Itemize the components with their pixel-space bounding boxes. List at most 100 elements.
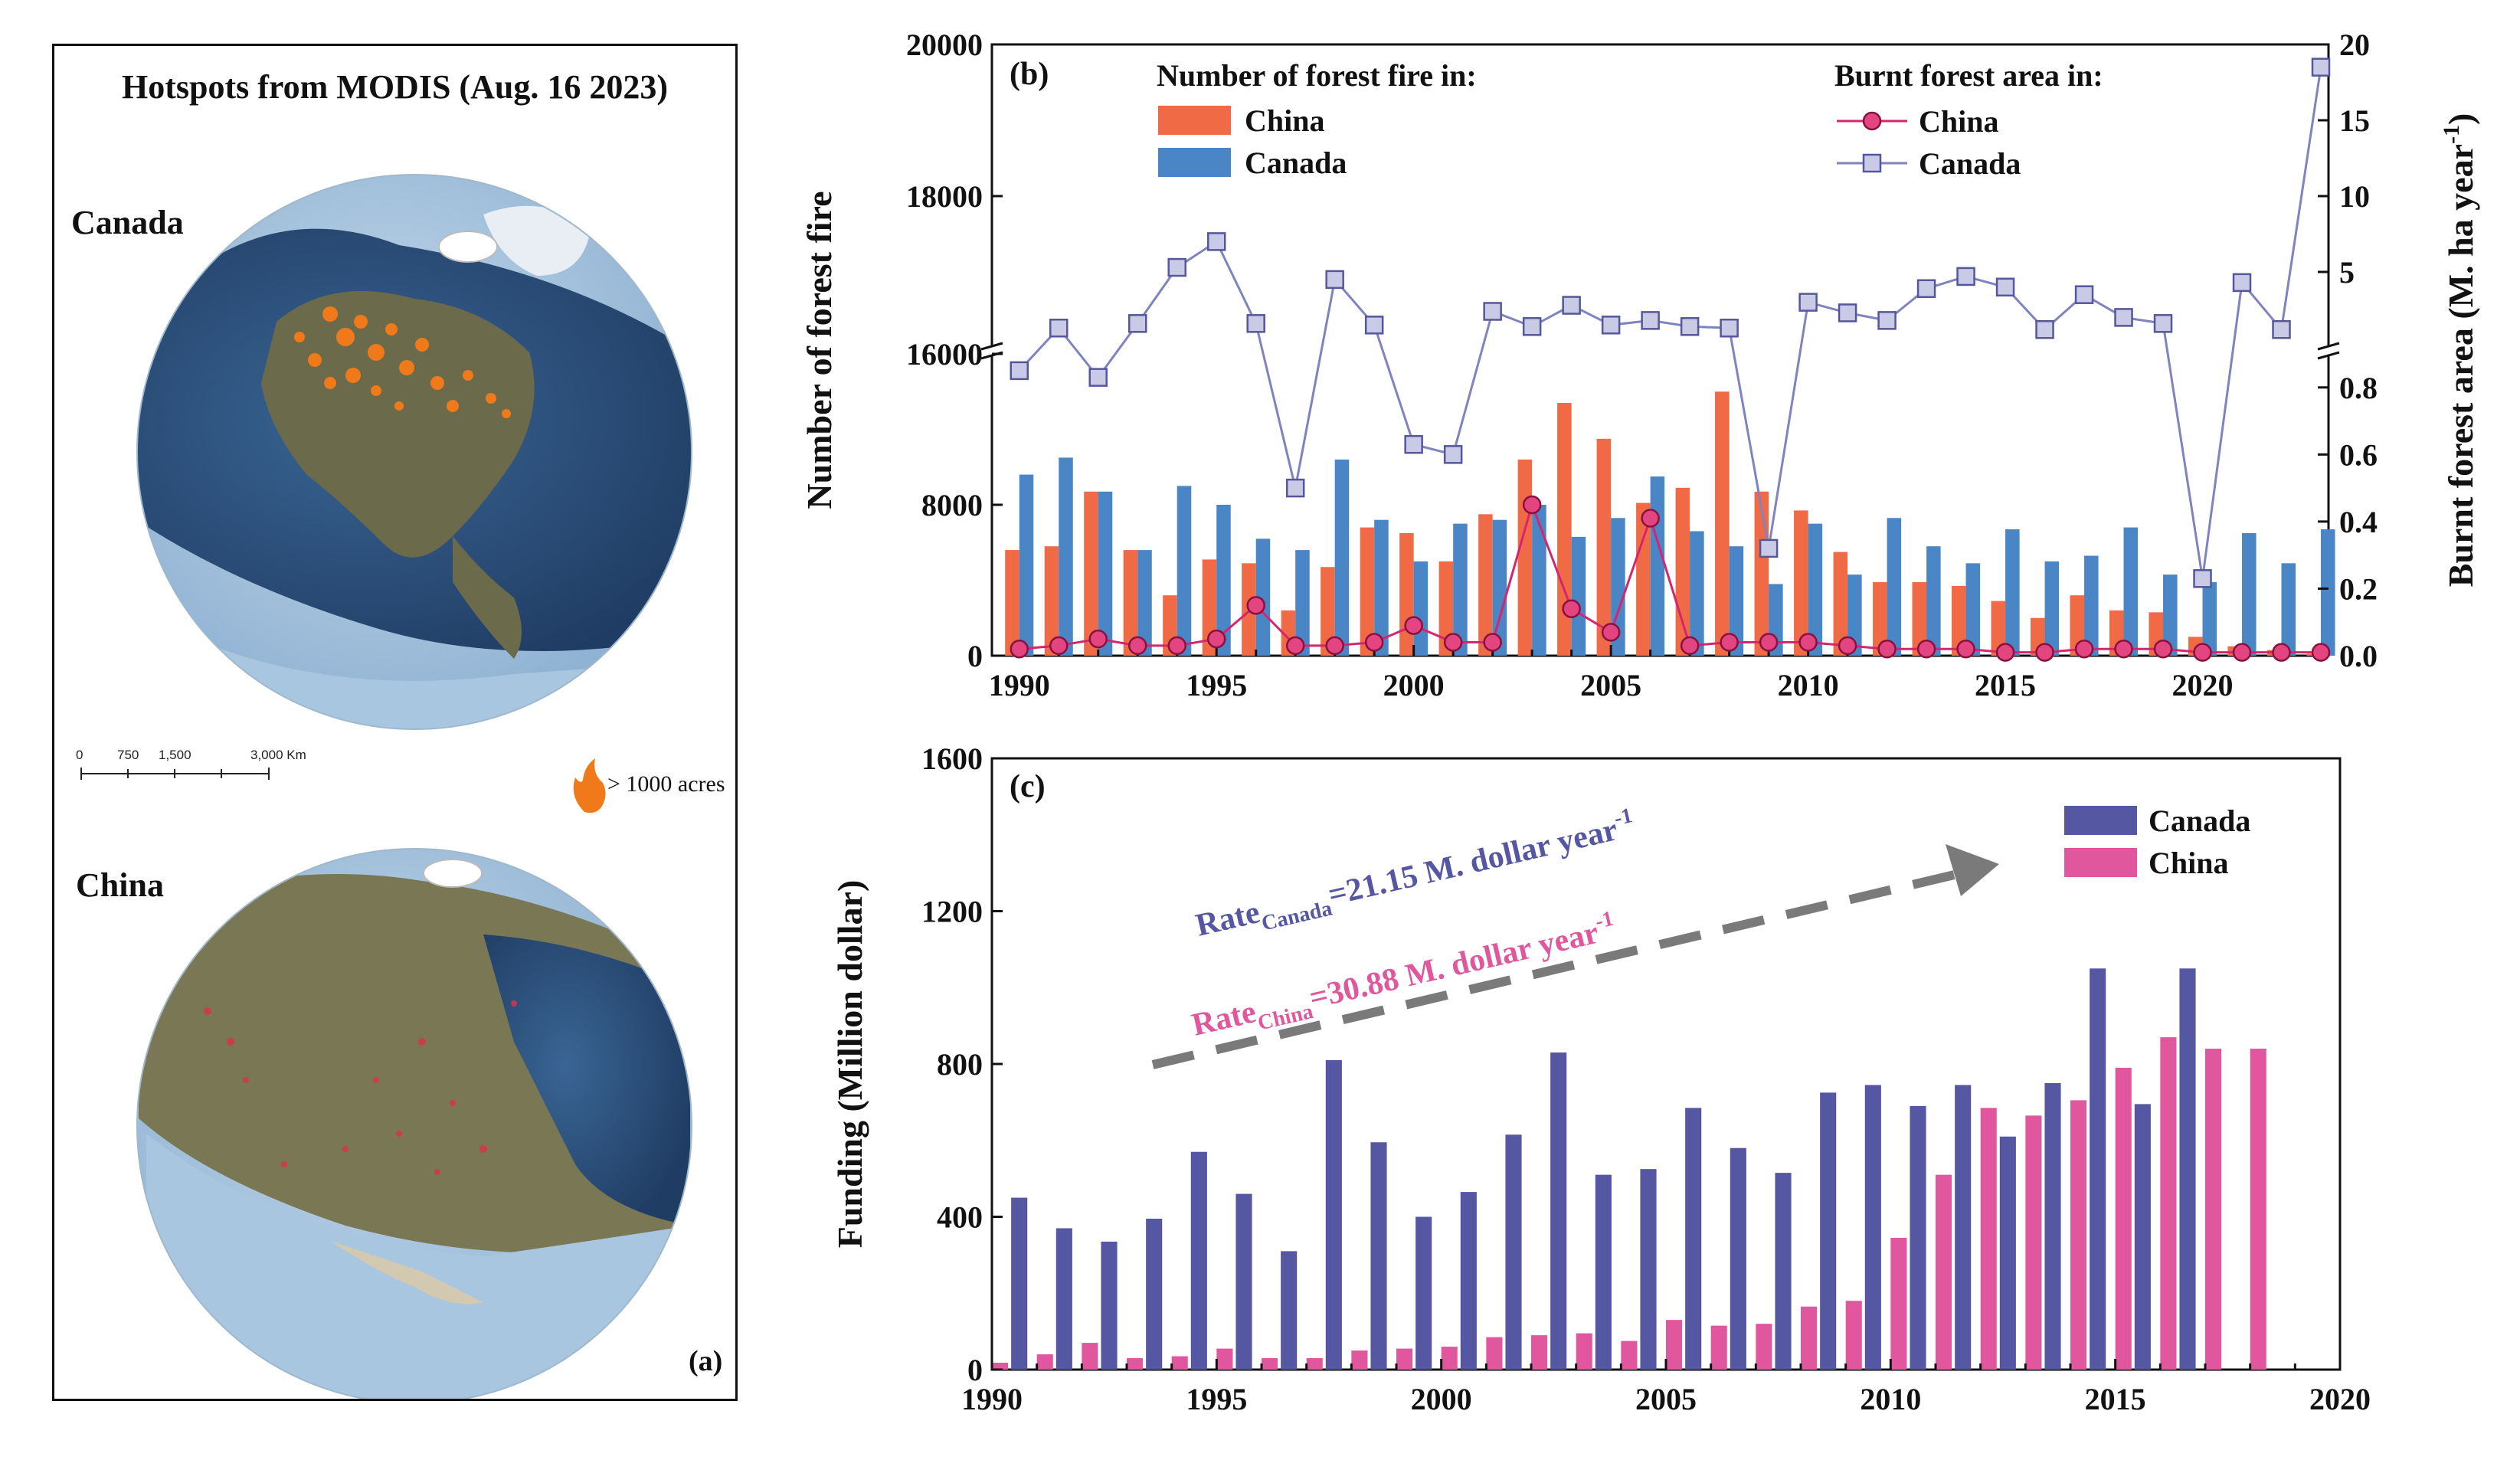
bar-canada-2010	[1910, 1105, 1926, 1370]
bar-canada-2009	[1864, 1085, 1881, 1370]
point-china-1997	[1285, 636, 1305, 656]
bar-canada-1995	[1216, 505, 1231, 656]
bar-canada-2003	[1595, 1174, 1612, 1370]
legend-line-title: Burnt forest area in:	[1834, 58, 2103, 93]
point-china-2017	[2074, 639, 2094, 659]
point-canada-2001	[1443, 445, 1463, 464]
scale-tick-0: 0	[76, 748, 83, 762]
x-tick-label: 2015	[1975, 668, 2036, 702]
right-tick-label: 0.4	[2339, 505, 2378, 539]
bar-china-2009	[1845, 1301, 1862, 1370]
y-axis-left-label: Number of forest fire	[800, 191, 839, 509]
point-china-2009	[1759, 633, 1779, 652]
axis-break-mark-0	[980, 342, 1003, 351]
fire-hotspots-china	[204, 1000, 517, 1175]
x-tick-label: 2015	[2085, 1382, 2146, 1416]
bar-canada-2011	[1847, 575, 1862, 656]
panel-a-tag: (a)	[689, 1345, 723, 1377]
bar-china-2003	[1517, 459, 1533, 656]
bar-canada-2001	[1505, 1134, 1522, 1370]
bar-china-2004	[1557, 403, 1572, 656]
y-tick-label: 1200	[921, 895, 983, 929]
point-china-2002	[1483, 633, 1502, 652]
bar-canada-2014	[2090, 968, 2106, 1370]
bar-china-2011	[1833, 552, 1848, 656]
bar-canada-1992	[1098, 491, 1113, 656]
x-tick-label: 2020	[2172, 668, 2234, 702]
bar-china-2013	[1912, 581, 1927, 656]
legend-bar-title: Number of forest fire in:	[1157, 58, 1477, 93]
point-china-2023	[2311, 643, 2331, 662]
bar-china-1998	[1351, 1350, 1368, 1370]
bar-china-2005	[1666, 1320, 1683, 1370]
point-china-2011	[1838, 636, 1857, 656]
right-tick-label: 15	[2339, 103, 2370, 138]
line-canada	[1018, 67, 2322, 579]
north-america-landmass	[261, 291, 535, 558]
bar-china-2015	[1991, 601, 2006, 656]
fire-icon	[573, 758, 606, 813]
point-china-2004	[1562, 599, 1581, 618]
line-china	[1019, 501, 2321, 654]
bar-china-2010	[1794, 510, 1808, 656]
bar-canada-2017	[2084, 555, 2099, 656]
bar-china-2012	[1980, 1108, 1997, 1370]
point-canada-2009	[1759, 538, 1779, 558]
point-china-2012	[1877, 639, 1897, 659]
bar-china-2018	[2250, 1049, 2266, 1370]
right-tick-label: 0.0	[2339, 639, 2378, 673]
rate-prefix: Rate	[1193, 895, 1263, 944]
bar-china-1994	[1171, 1356, 1188, 1370]
point-canada-1997	[1285, 478, 1305, 498]
point-canada-1994	[1167, 257, 1186, 277]
point-canada-2006	[1641, 311, 1660, 330]
y-tick-label: 400	[937, 1200, 983, 1235]
right-tick-label: 20	[2339, 28, 2370, 62]
fire-legend-label: > 1000 acres	[607, 771, 725, 797]
point-canada-1991	[1049, 319, 1069, 338]
legend-swatch-china	[1158, 106, 1231, 135]
point-china-2020	[2193, 643, 2212, 662]
point-canada-1998	[1325, 270, 1344, 290]
bar-china-2009	[1754, 491, 1769, 656]
bar-canada-2006	[1650, 476, 1665, 656]
bar-canada-1997	[1295, 550, 1310, 656]
bar-canada-2008	[1820, 1092, 1837, 1370]
bar-china-1998	[1321, 567, 1335, 656]
point-china-1999	[1364, 633, 1384, 652]
right-tick-label: 0.8	[2339, 371, 2378, 405]
left-tick-label: 0	[967, 639, 983, 673]
x-tick-label: 1990	[989, 668, 1050, 702]
bar-china-1993	[1123, 550, 1138, 656]
axis-break-mark-1	[2317, 342, 2340, 351]
bar-canada-2022	[2281, 563, 2296, 656]
left-tick-label: 20000	[906, 28, 983, 62]
x-tick-label: 2010	[1778, 668, 1839, 702]
bar-canada-2014	[1965, 563, 1981, 656]
legend-line-label-canada: Canada	[1919, 146, 2021, 181]
bar-china-2002	[1478, 514, 1493, 656]
y-tick-label: 800	[937, 1047, 983, 1082]
scale-tick-1500: 1,500	[159, 748, 191, 762]
fire-hotspots-canada	[294, 306, 511, 418]
bar-canada-2004	[1571, 536, 1586, 656]
bar-canada-2000	[1413, 561, 1429, 656]
bar-canada-2008	[1729, 546, 1744, 656]
left-tick-label: 16000	[906, 337, 983, 372]
chart-b-forest-fires: 0 8000 16000 18000 20000 0.0 0.2 0.4 0.6 0.8 5 10 15…	[800, 28, 2480, 702]
bar-china-1996	[1262, 1358, 1278, 1370]
point-canada-1995	[1206, 232, 1226, 251]
bar-canada-2005	[1685, 1108, 1702, 1370]
bar-canada-2013	[2044, 1082, 2061, 1370]
bar-canada-2015	[2134, 1104, 2151, 1370]
point-canada-2008	[1720, 319, 1739, 338]
x-tick-label: 1990	[961, 1382, 1023, 1416]
legend-marker-canada	[1862, 153, 1882, 173]
right-tick-label: 5	[2339, 255, 2355, 290]
bar-canada-2007	[1775, 1173, 1792, 1370]
bar-canada-2012	[1999, 1136, 2016, 1370]
point-china-1998	[1325, 636, 1344, 656]
bar-china-2017	[2205, 1049, 2222, 1370]
point-china-2008	[1720, 633, 1739, 652]
point-china-2021	[2232, 643, 2252, 662]
